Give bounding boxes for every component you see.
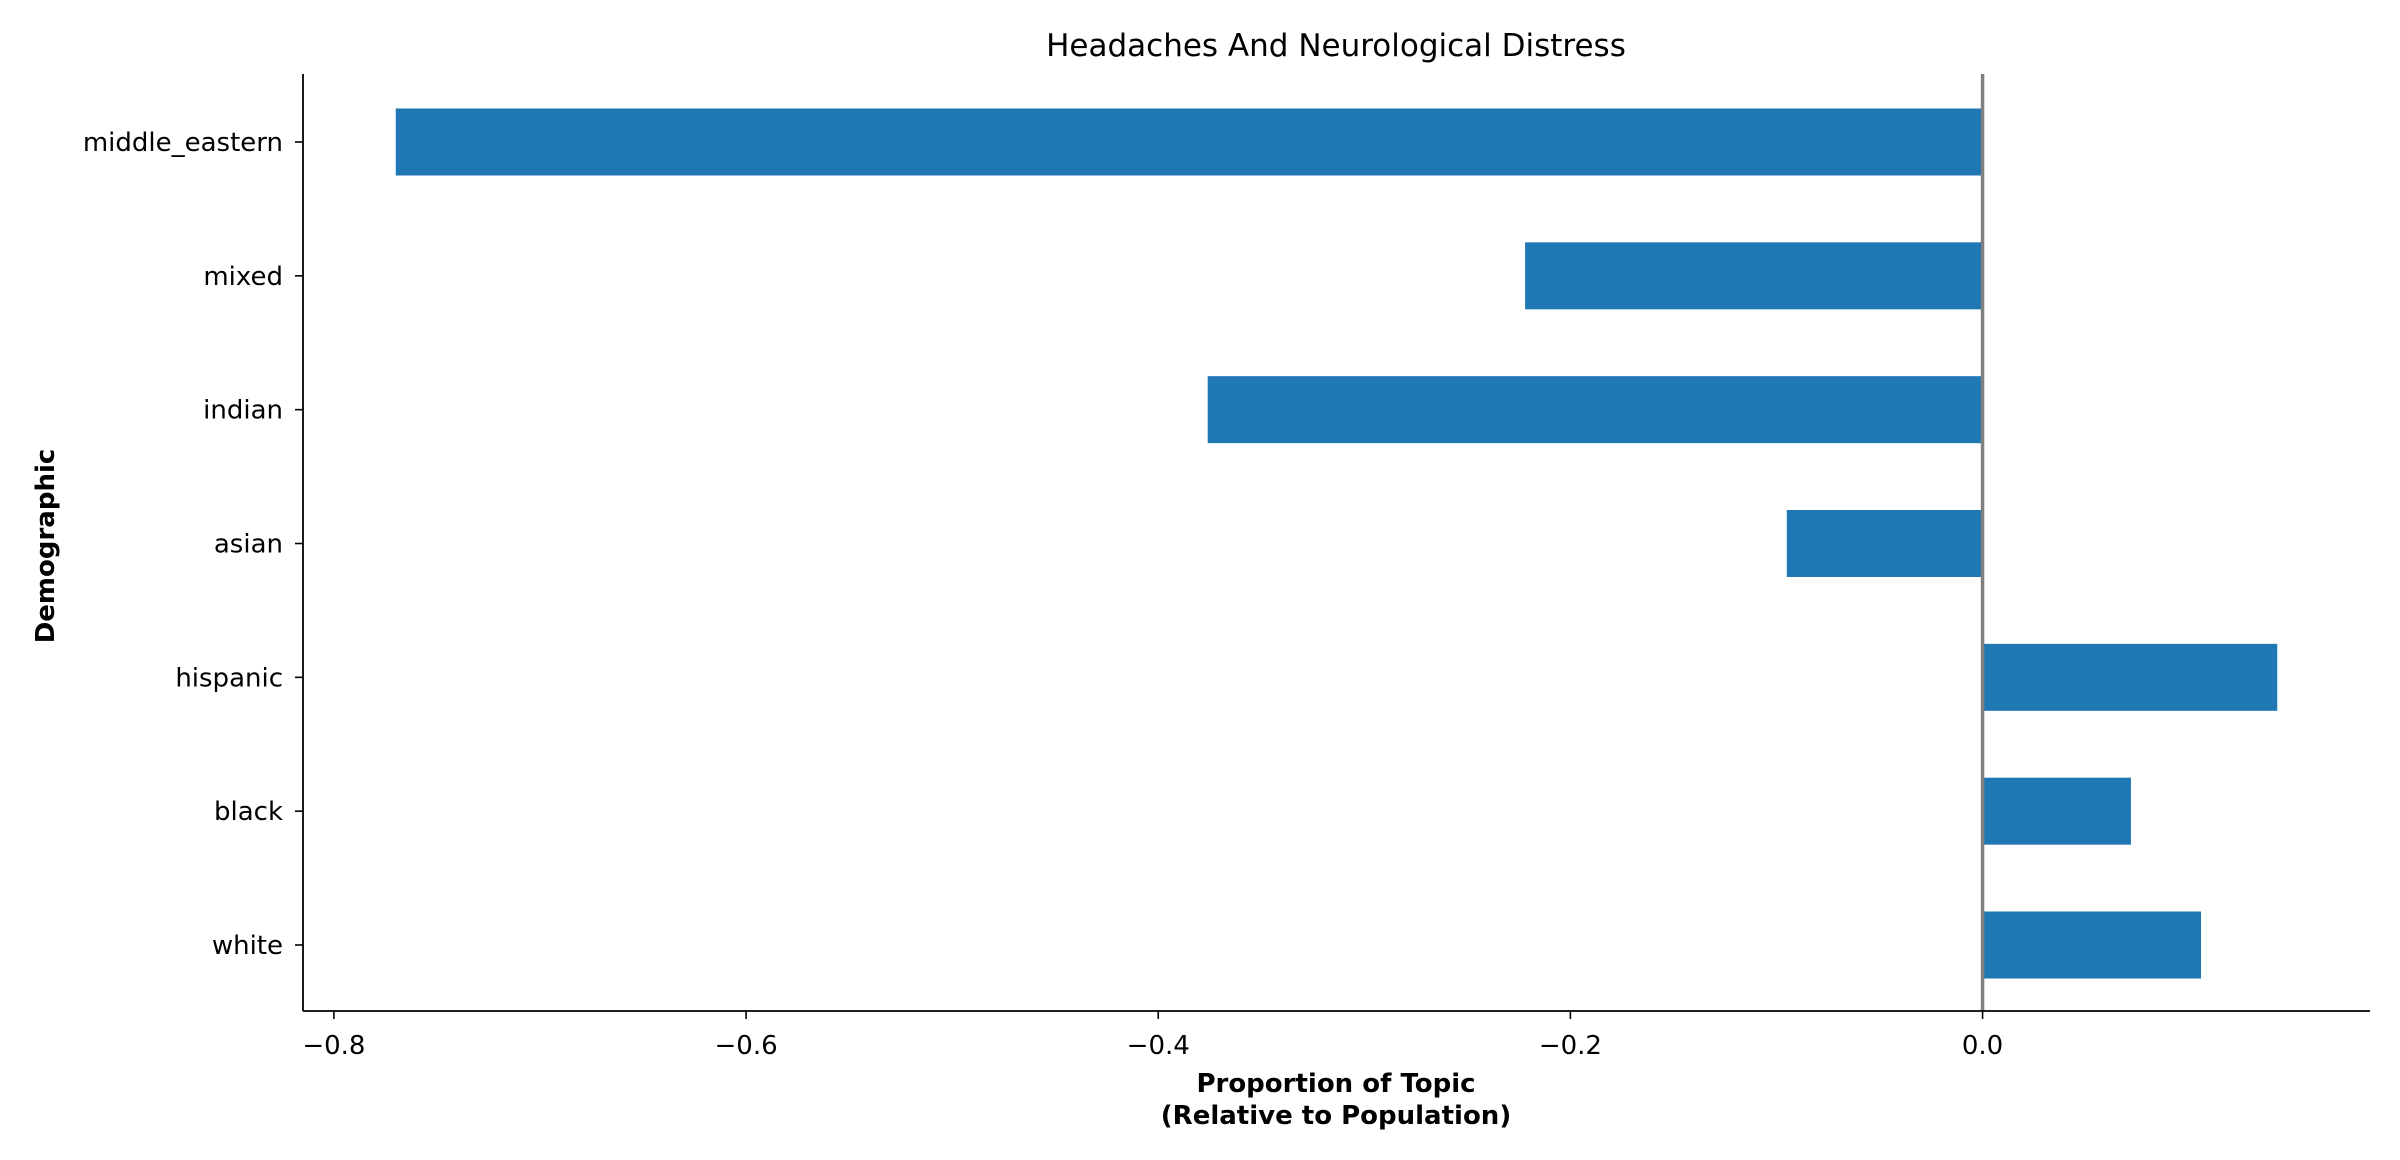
x-tick-label-2: −0.4 (1127, 1031, 1190, 1061)
y-tick-label-middle_eastern: middle_eastern (83, 128, 283, 158)
y-tick-label-hispanic: hispanic (175, 663, 283, 693)
bar-asian (1786, 510, 1983, 577)
y-tick-label-asian: asian (214, 530, 283, 560)
x-tick-label-4: 0.0 (1962, 1031, 2003, 1061)
bar-black (1982, 777, 2131, 845)
y-tick-label-mixed: mixed (203, 262, 283, 292)
y-tick-label-black: black (214, 797, 283, 827)
y-tick-label-white: white (212, 931, 283, 961)
axes-layer (302, 74, 2370, 1012)
x-tick-label-1: −0.6 (715, 1031, 778, 1061)
y-tick-label-indian: indian (203, 396, 283, 426)
x-axis-label-line-2: (Relative to Population) (1161, 1101, 1511, 1131)
bar-indian (1207, 376, 1983, 444)
x-axis-label-line-1: Proportion of Topic (1196, 1069, 1475, 1099)
bars-layer (395, 108, 2278, 979)
bar-white (1982, 911, 2202, 979)
chart-title: Headaches And Neurological Distress (1046, 28, 1626, 64)
x-tick-label-3: −0.2 (1539, 1031, 1602, 1061)
bar-hispanic (1982, 643, 2278, 711)
x-tick-label-0: −0.8 (302, 1031, 365, 1061)
x-tick-labels: −0.8 −0.6 −0.4 −0.2 0.0 (302, 1011, 2003, 1061)
bar-middle_eastern (395, 108, 1983, 176)
y-axis-label: Demographic (31, 449, 61, 644)
bar-mixed (1525, 242, 1983, 310)
